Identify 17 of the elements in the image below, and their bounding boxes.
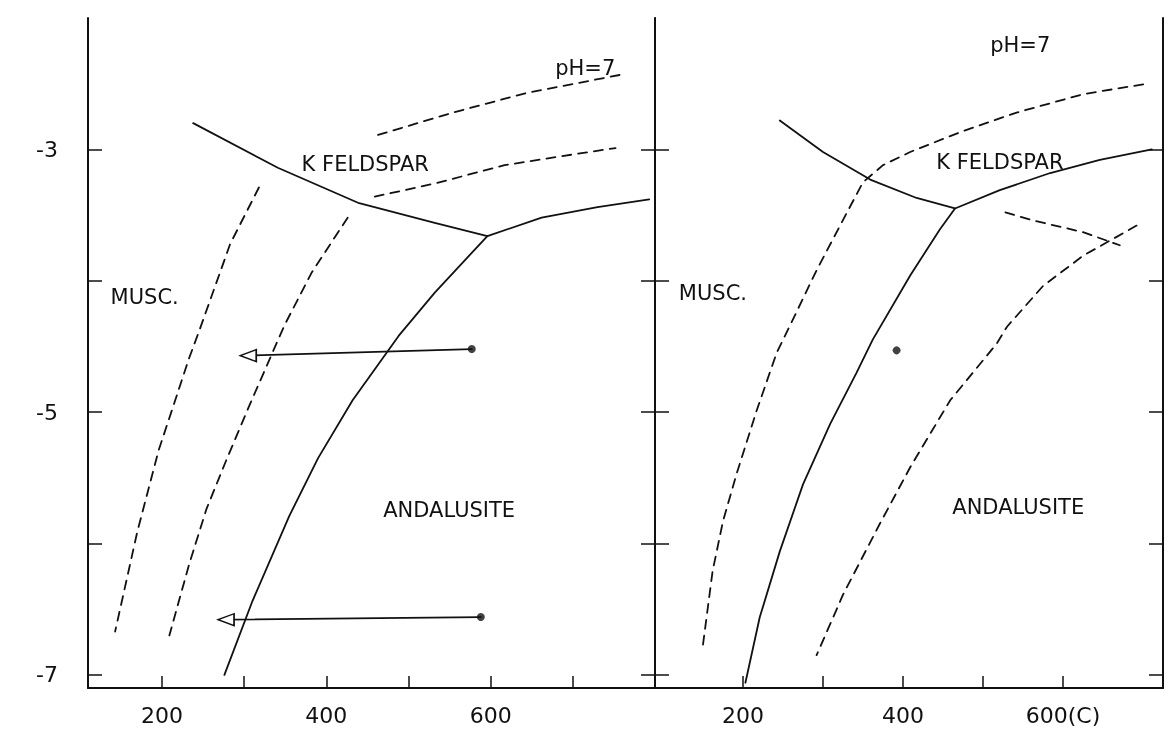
annotation: ANDALUSITE	[383, 497, 516, 522]
annotation: K FELDSPAR	[936, 150, 1064, 175]
annotation: pH=7	[990, 32, 1051, 57]
y-tick-label: -3	[36, 136, 58, 162]
y-tick-label: -7	[36, 662, 58, 688]
annotation: ANDALUSITE	[952, 495, 1085, 520]
y-tick-label: -5	[36, 399, 58, 425]
x-tick-label: 400	[882, 702, 924, 728]
x-tick-label: 600	[469, 702, 512, 728]
x-tick-label: 400	[305, 702, 348, 728]
annotation: pH=7	[555, 56, 616, 81]
annotation: MUSC.	[678, 280, 747, 305]
x-tick-label: 200	[722, 702, 764, 728]
x-tick-label: 200	[140, 702, 183, 728]
annotation: K FELDSPAR	[301, 152, 429, 177]
x-tick-label: 600(C)	[1025, 702, 1101, 728]
annotation: MUSC.	[110, 284, 179, 309]
